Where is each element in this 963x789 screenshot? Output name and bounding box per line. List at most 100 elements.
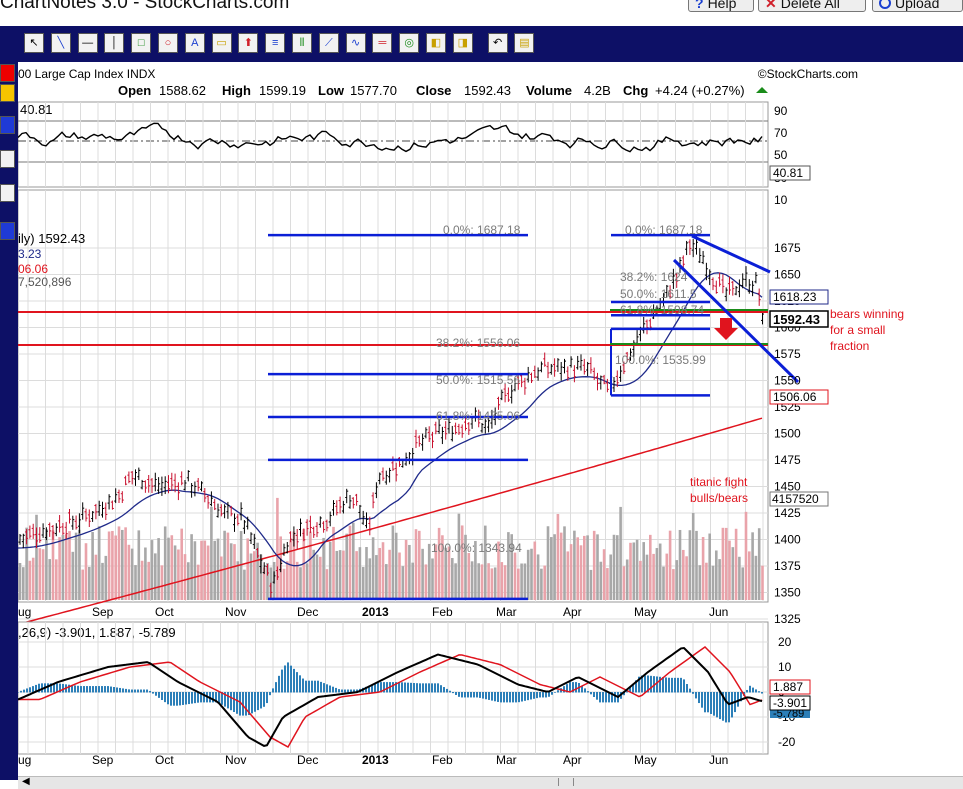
macd-histogram-bar — [689, 688, 691, 693]
horizontal-line-tool[interactable]: — — [77, 33, 98, 53]
volume-bar — [691, 513, 695, 600]
color-red-swatch[interactable] — [0, 64, 15, 82]
x-axis-label: Apr — [563, 605, 582, 619]
color-yellow-swatch[interactable] — [0, 84, 15, 102]
help-button[interactable]: ? Help — [688, 0, 754, 12]
color-blue-swatch[interactable] — [0, 116, 15, 134]
macd-histogram-bar — [479, 692, 481, 698]
volume-bar — [632, 542, 636, 600]
help-icon: ? — [695, 0, 704, 11]
price-tick-label: 1450 — [774, 480, 801, 494]
trendline-tool[interactable]: ╲ — [50, 33, 71, 53]
macd-tick-label: 20 — [778, 635, 792, 649]
macd-histogram-bar — [473, 692, 475, 698]
volume-bar — [385, 564, 388, 600]
vertical-lines-tool[interactable]: ⦀ — [292, 33, 312, 53]
line-thin-button[interactable] — [0, 150, 15, 168]
macd-histogram-bar — [320, 681, 322, 693]
fan-tool[interactable]: ⟋ — [318, 33, 339, 53]
rectangle-tool[interactable]: □ — [131, 33, 152, 53]
move-front-tool[interactable]: ◨ — [452, 33, 473, 53]
macd-histogram-bar — [383, 682, 385, 693]
undo-tool[interactable]: ↶ — [487, 33, 508, 53]
macd-histogram-bar — [686, 684, 688, 693]
volume-bar — [431, 558, 434, 600]
macd-histogram-bar — [605, 692, 607, 703]
channel-line — [691, 234, 771, 274]
fib-retracement-tool[interactable]: ═ — [372, 33, 393, 53]
stockcharts-brand: ©StockCharts.com — [758, 67, 858, 81]
macd-histogram-bar — [32, 686, 34, 693]
macd-histogram-bar — [251, 692, 253, 714]
fib-arcs-tool[interactable]: ◎ — [399, 33, 420, 53]
volume-bar — [193, 541, 197, 600]
low-value: 1577.70 — [350, 83, 397, 98]
macd-histogram-bar — [716, 692, 718, 718]
delete-all-button[interactable]: ✕ Delete All — [758, 0, 866, 12]
macd-histogram-bar — [428, 683, 430, 693]
ellipse-tool[interactable]: ○ — [158, 33, 178, 53]
horizontal-scrollbar[interactable]: ◀ — [18, 776, 963, 789]
volume-bar — [282, 568, 286, 600]
rsi-tick-label: 10 — [774, 193, 788, 207]
scroll-thumb[interactable] — [558, 778, 574, 786]
price-tick-label: 1650 — [774, 268, 801, 282]
chart-area[interactable]: 00 Large Cap Index INDX ©StockCharts.com… — [17, 62, 963, 780]
macd-histogram-bar — [137, 689, 139, 693]
macd-histogram-bar — [551, 692, 553, 695]
wave-tool[interactable]: ∿ — [345, 33, 366, 53]
line-medium-button[interactable] — [0, 184, 15, 202]
macd-histogram-bar — [365, 686, 367, 693]
macd-histogram-bar — [752, 687, 754, 693]
macd-histogram-bar — [722, 692, 724, 721]
volume-bar — [705, 562, 708, 600]
x-axis-top: ug Sep Oct Nov Dec 2013 Feb Mar Apr May Jun — [18, 605, 728, 619]
macd-histogram-bar — [92, 686, 94, 693]
macd-histogram-bar — [647, 675, 649, 693]
close-value: 1592.43 — [464, 83, 511, 98]
volume-bar — [305, 563, 309, 600]
macd-histogram-bar — [668, 677, 670, 693]
macd-histogram-bar — [554, 692, 556, 693]
horizontal-lines-tool[interactable]: ≡ — [265, 33, 286, 53]
text-tool[interactable]: A — [184, 33, 205, 53]
macd-histogram-bar — [608, 692, 610, 703]
move-back-tool[interactable]: ◧ — [426, 33, 446, 53]
macd-histogram-bar — [74, 685, 76, 693]
line-style-button[interactable] — [0, 222, 15, 240]
chg-label: Chg — [623, 83, 648, 98]
macd-histogram-bar — [221, 692, 223, 705]
channel-line — [672, 258, 800, 384]
volume-bar — [625, 559, 629, 600]
volume-bar — [368, 558, 372, 600]
upload-button[interactable]: Upload — [872, 0, 963, 12]
volume-bar — [348, 525, 352, 600]
price-tick-label: 1350 — [774, 586, 801, 600]
volume-badge-value: 4157520 — [772, 492, 819, 506]
macd-histogram-bar — [290, 665, 292, 693]
macd-histogram-bar — [191, 692, 193, 704]
macd-histogram-bar — [110, 686, 112, 693]
volume-bar — [569, 544, 573, 600]
macd-histogram-bar — [188, 692, 190, 705]
volume-bar — [559, 532, 563, 600]
volume-bar — [761, 565, 764, 600]
macd-histogram-bar — [83, 686, 85, 693]
macd-histogram-bar — [740, 692, 742, 702]
macd-histogram-bar — [248, 692, 250, 716]
callout-tool[interactable]: ▭ — [211, 33, 232, 53]
volume-bar — [371, 537, 375, 600]
scroll-left-icon[interactable]: ◀ — [22, 776, 30, 787]
macd-histogram-bar — [329, 685, 331, 693]
volume-bar — [556, 513, 560, 600]
volume-bar — [256, 542, 259, 600]
arrow-tool[interactable]: ⬆ — [238, 33, 259, 53]
pointer-tool[interactable]: ↖ — [24, 33, 44, 53]
volume-label: Volume — [526, 83, 572, 98]
properties-tool[interactable]: ▤ — [514, 33, 535, 53]
window-title: ChartNotes 3.0 - StockCharts.com — [0, 0, 290, 13]
macd-histogram-bar — [629, 687, 631, 693]
vertical-line-tool[interactable]: │ — [104, 33, 125, 53]
macd-histogram-bar — [80, 686, 82, 693]
rsi-tick-label: 50 — [774, 148, 788, 162]
